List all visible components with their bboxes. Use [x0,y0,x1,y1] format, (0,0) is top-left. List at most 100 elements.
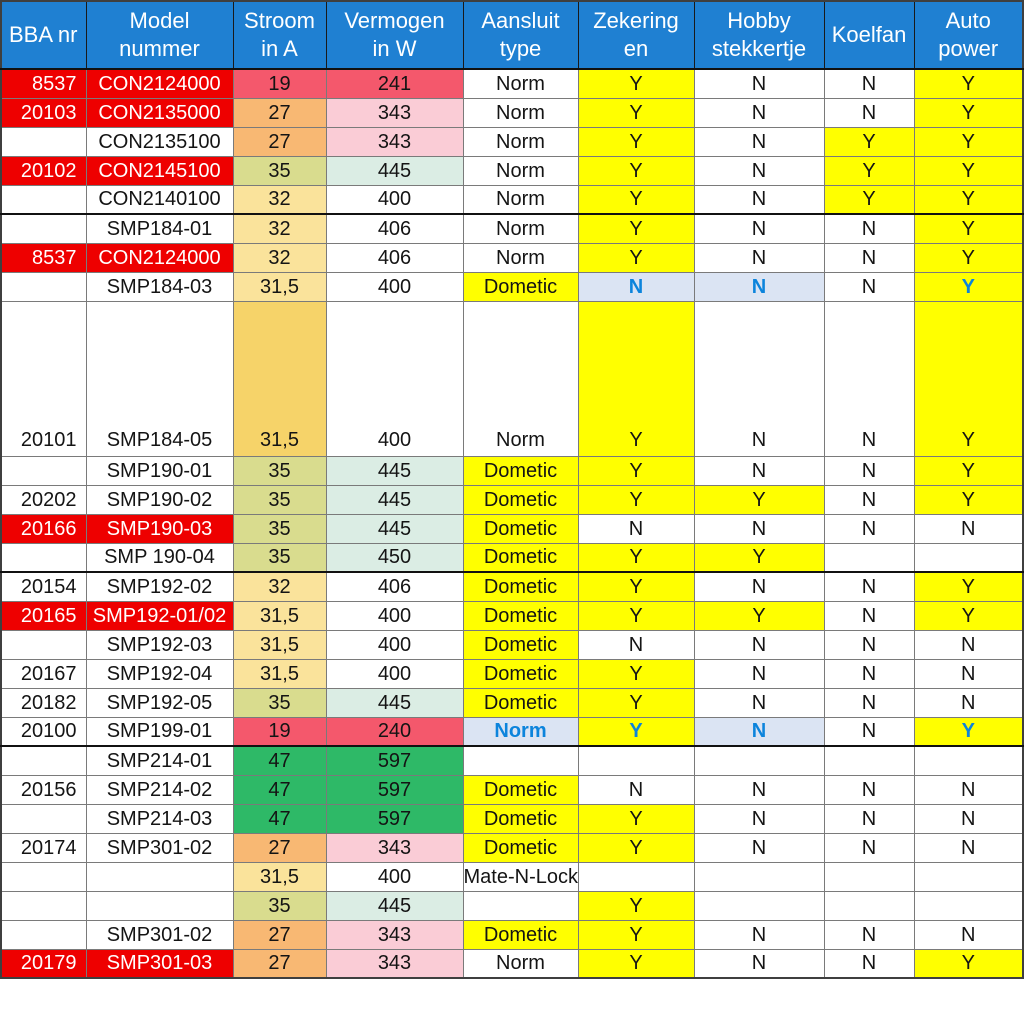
cell-aansluit[interactable]: Norm [462,68,579,99]
column-header-hobby-stekkertje[interactable]: Hobby stekkertje [693,0,825,70]
cell-stroom[interactable]: 35 [232,687,327,718]
cell-hobby[interactable]: Y [693,542,825,573]
cell-bba[interactable] [0,213,87,244]
cell-zekering[interactable]: N [577,513,695,544]
cell-aansluit[interactable]: Norm [462,97,579,128]
cell-aansluit[interactable]: Dometic [462,484,579,515]
cell-bba[interactable]: 20182 [0,687,87,718]
cell-model[interactable]: SMP301-02 [85,919,234,950]
cell-aansluit[interactable]: Dometic [462,803,579,834]
cell-zekering[interactable]: Y [577,919,695,950]
cell-koelfan[interactable]: N [823,513,915,544]
cell-model[interactable]: SMP214-02 [85,774,234,805]
cell-hobby[interactable]: Y [693,484,825,515]
cell-bba[interactable]: 8537 [0,242,87,273]
cell-vermogen[interactable]: 445 [325,687,464,718]
cell-zekering[interactable] [577,745,695,776]
cell-vermogen[interactable]: 400 [325,184,464,215]
cell-auto[interactable]: N [913,832,1024,863]
cell-vermogen[interactable]: 343 [325,948,464,979]
cell-koelfan[interactable]: N [823,832,915,863]
cell-auto[interactable]: Y [913,300,1024,457]
cell-stroom[interactable]: 32 [232,184,327,215]
column-header-aansluit-type[interactable]: Aansluit type [462,0,579,70]
cell-auto[interactable] [913,861,1024,892]
cell-zekering[interactable]: Y [577,97,695,128]
cell-aansluit[interactable]: Norm [462,184,579,215]
cell-koelfan[interactable]: N [823,716,915,747]
cell-stroom[interactable]: 35 [232,513,327,544]
cell-model[interactable]: SMP192-05 [85,687,234,718]
cell-koelfan[interactable] [823,861,915,892]
cell-bba[interactable] [0,890,87,921]
cell-zekering[interactable]: Y [577,716,695,747]
cell-model[interactable]: SMP192-03 [85,629,234,660]
cell-stroom[interactable]: 27 [232,919,327,950]
cell-auto[interactable]: Y [913,184,1024,215]
cell-zekering[interactable]: Y [577,126,695,157]
cell-aansluit[interactable]: Dometic [462,687,579,718]
cell-koelfan[interactable]: N [823,948,915,979]
cell-model[interactable]: SMP184-01 [85,213,234,244]
cell-aansluit[interactable]: Norm [462,126,579,157]
cell-bba[interactable] [0,455,87,486]
cell-vermogen[interactable]: 445 [325,484,464,515]
cell-hobby[interactable]: N [693,716,825,747]
cell-bba[interactable]: 20154 [0,571,87,602]
cell-aansluit[interactable] [462,890,579,921]
cell-auto[interactable]: N [913,658,1024,689]
cell-model[interactable]: SMP190-03 [85,513,234,544]
cell-hobby[interactable]: Y [693,600,825,631]
cell-auto[interactable]: Y [913,68,1024,99]
cell-zekering[interactable]: Y [577,155,695,186]
cell-koelfan[interactable]: N [823,803,915,834]
cell-auto[interactable]: Y [913,600,1024,631]
cell-hobby[interactable]: N [693,513,825,544]
column-header-stroom-in-a[interactable]: Stroom in A [232,0,327,70]
cell-model[interactable]: SMP214-03 [85,803,234,834]
cell-stroom[interactable]: 27 [232,948,327,979]
cell-bba[interactable]: 20102 [0,155,87,186]
cell-vermogen[interactable]: 400 [325,629,464,660]
cell-zekering[interactable]: Y [577,484,695,515]
cell-hobby[interactable]: N [693,919,825,950]
cell-bba[interactable] [0,919,87,950]
cell-zekering[interactable]: Y [577,242,695,273]
cell-auto[interactable]: Y [913,97,1024,128]
cell-aansluit[interactable]: Norm [462,242,579,273]
cell-koelfan[interactable]: N [823,571,915,602]
cell-model[interactable]: SMP301-03 [85,948,234,979]
cell-stroom[interactable]: 35 [232,455,327,486]
cell-zekering[interactable]: Y [577,803,695,834]
cell-model[interactable]: SMP184-03 [85,271,234,302]
cell-vermogen[interactable]: 445 [325,890,464,921]
cell-bba[interactable]: 20167 [0,658,87,689]
cell-vermogen[interactable]: 343 [325,97,464,128]
cell-model[interactable]: SMP199-01 [85,716,234,747]
cell-model[interactable]: CON2140100 [85,184,234,215]
cell-model[interactable]: CON2124000 [85,68,234,99]
cell-auto[interactable] [913,542,1024,573]
cell-hobby[interactable]: N [693,271,825,302]
cell-zekering[interactable]: Y [577,455,695,486]
cell-aansluit[interactable] [462,745,579,776]
cell-koelfan[interactable]: N [823,97,915,128]
cell-vermogen[interactable]: 400 [325,658,464,689]
cell-auto[interactable]: Y [913,484,1024,515]
cell-vermogen[interactable]: 445 [325,155,464,186]
cell-aansluit[interactable]: Dometic [462,658,579,689]
cell-aansluit[interactable]: Dometic [462,571,579,602]
cell-bba[interactable] [0,745,87,776]
cell-stroom[interactable]: 47 [232,745,327,776]
cell-hobby[interactable]: N [693,658,825,689]
cell-aansluit[interactable]: Dometic [462,600,579,631]
cell-bba[interactable]: 20156 [0,774,87,805]
cell-bba[interactable] [0,184,87,215]
cell-bba[interactable]: 8537 [0,68,87,99]
cell-model[interactable]: SMP192-02 [85,571,234,602]
cell-zekering[interactable]: Y [577,68,695,99]
cell-stroom[interactable]: 35 [232,542,327,573]
cell-vermogen[interactable]: 400 [325,300,464,457]
cell-hobby[interactable]: N [693,832,825,863]
cell-bba[interactable]: 20101 [0,300,87,457]
